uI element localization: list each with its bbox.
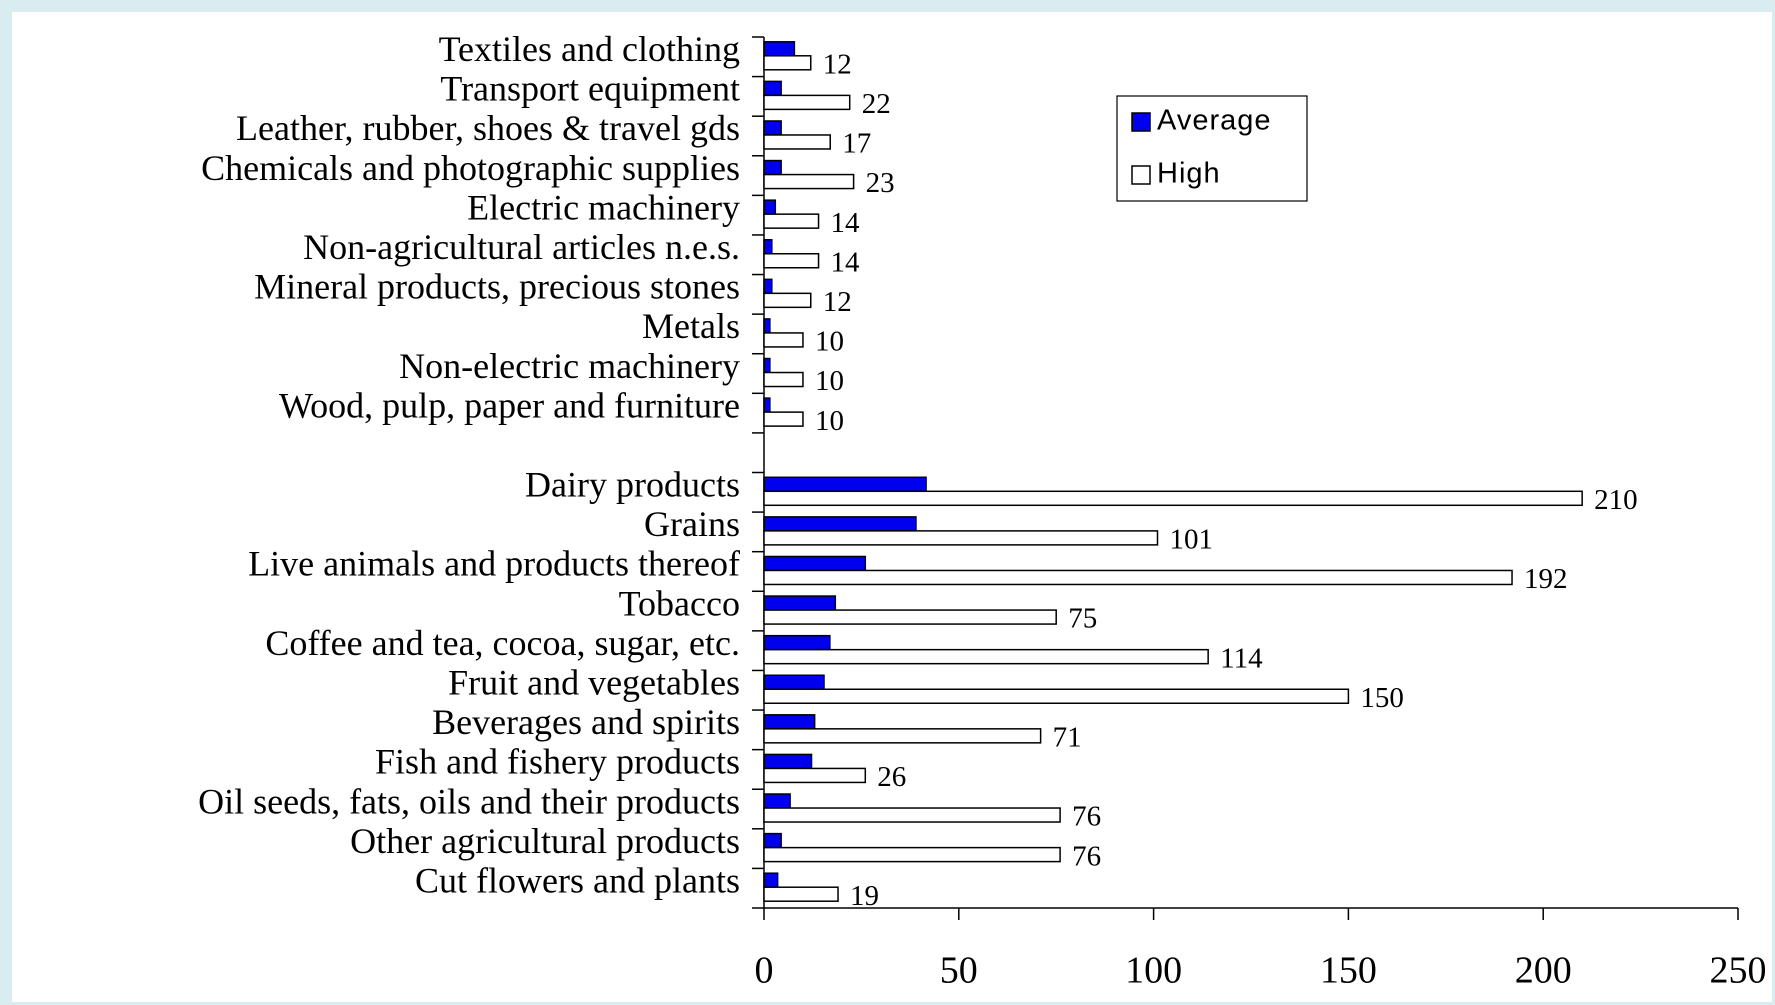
bar: [763, 397, 771, 413]
bar: [763, 674, 825, 690]
bar: [763, 793, 791, 809]
y-tick-label: Electric machinery: [467, 187, 740, 227]
bar: [763, 120, 782, 136]
value-label: 22: [862, 88, 891, 120]
y-tick-label: Mineral products, precious stones: [254, 267, 740, 307]
bar: [763, 714, 816, 730]
bar: [763, 173, 855, 190]
bar: [763, 753, 813, 770]
legend-label: Average: [1157, 105, 1272, 137]
y-tick-label: Fruit and vegetables: [448, 663, 740, 703]
bar: [763, 134, 831, 150]
bar: [763, 490, 1583, 507]
value-label: 26: [877, 761, 906, 793]
bar: [763, 213, 820, 229]
value-label: 76: [1072, 840, 1101, 872]
value-label: 210: [1594, 484, 1638, 516]
value-label: 75: [1068, 603, 1097, 635]
bar: [763, 807, 1061, 823]
y-tick-label: Beverages and spirits: [432, 702, 740, 742]
value-label: 150: [1360, 682, 1404, 714]
value-label: 14: [831, 246, 861, 278]
y-tick-label: Live animals and products thereof: [248, 544, 740, 584]
value-label: 23: [866, 167, 895, 199]
bar: [763, 159, 782, 176]
y-tick-label: Tobacco: [619, 583, 740, 623]
bar: [763, 886, 839, 902]
bar: [763, 569, 1513, 586]
bar: [763, 292, 812, 309]
bar: [763, 476, 927, 493]
y-tick-label: Coffee and tea, cocoa, sugar, etc.: [265, 623, 740, 663]
x-tick-label: 50: [940, 950, 978, 992]
bar: [763, 199, 777, 215]
bar: [763, 332, 804, 348]
bar: [763, 371, 804, 388]
bar: [763, 609, 1057, 625]
value-label: 192: [1524, 563, 1568, 595]
legend-label: High: [1157, 158, 1221, 190]
value-label: 101: [1169, 524, 1213, 556]
bar: [763, 728, 1042, 744]
bar: [763, 767, 867, 784]
y-tick-label: Metals: [642, 306, 740, 346]
y-tick-label: Chemicals and photographic supplies: [201, 148, 740, 188]
value-label: 114: [1220, 642, 1263, 674]
y-tick-label: Textiles and clothing: [439, 29, 740, 69]
y-tick-label: Non-agricultural articles n.e.s.: [303, 227, 740, 267]
y-tick-label: Other agricultural products: [350, 821, 740, 861]
bar: [763, 41, 796, 57]
bar: [763, 530, 1159, 546]
legend-swatch: [1131, 165, 1151, 185]
x-tick-label: 100: [1125, 950, 1182, 992]
value-label: 19: [850, 880, 879, 912]
value-label: 76: [1072, 801, 1101, 833]
bar: [763, 278, 773, 295]
bar: [763, 411, 804, 427]
bar: [763, 846, 1061, 863]
y-tick-label: Non-electric machinery: [399, 346, 740, 386]
value-label: 10: [815, 405, 844, 437]
value-label: 71: [1053, 721, 1082, 753]
y-tick-label: Wood, pulp, paper and furniture: [279, 385, 740, 425]
value-label: 10: [815, 326, 844, 358]
y-tick-label: Cut flowers and plants: [415, 860, 740, 900]
y-tick-label: Leather, rubber, shoes & travel gds: [236, 108, 740, 148]
bar: [763, 94, 851, 111]
value-label: 14: [831, 207, 861, 239]
y-tick-label: Dairy products: [525, 465, 740, 505]
legend-swatch: [1131, 112, 1151, 132]
x-tick-label: 200: [1515, 950, 1572, 992]
y-tick-label: Transport equipment: [440, 69, 740, 109]
bar: [763, 55, 812, 71]
value-label: 12: [823, 48, 852, 80]
bar: [763, 595, 837, 611]
bar: [763, 516, 917, 532]
y-tick-label: Fish and fishery products: [375, 742, 740, 782]
value-label: 17: [842, 128, 871, 160]
bar: [763, 253, 820, 269]
x-tick-label: 0: [755, 950, 774, 992]
y-tick-label: Oil seeds, fats, oils and their products: [198, 781, 740, 821]
bar: [763, 634, 831, 651]
x-tick-label: 150: [1320, 950, 1377, 992]
bar: [763, 832, 782, 849]
bar: [763, 239, 773, 255]
bar: [763, 648, 1209, 665]
bar: [763, 872, 779, 888]
plot-background: [12, 12, 1772, 1002]
bar: [763, 318, 771, 334]
value-label: 10: [815, 365, 844, 397]
x-tick-label: 250: [1710, 950, 1767, 992]
bar: [763, 688, 1350, 704]
bar: [763, 357, 771, 374]
y-tick-label: Grains: [644, 504, 740, 544]
value-label: 12: [823, 286, 852, 318]
bar: [763, 555, 867, 572]
bar: [763, 80, 782, 97]
